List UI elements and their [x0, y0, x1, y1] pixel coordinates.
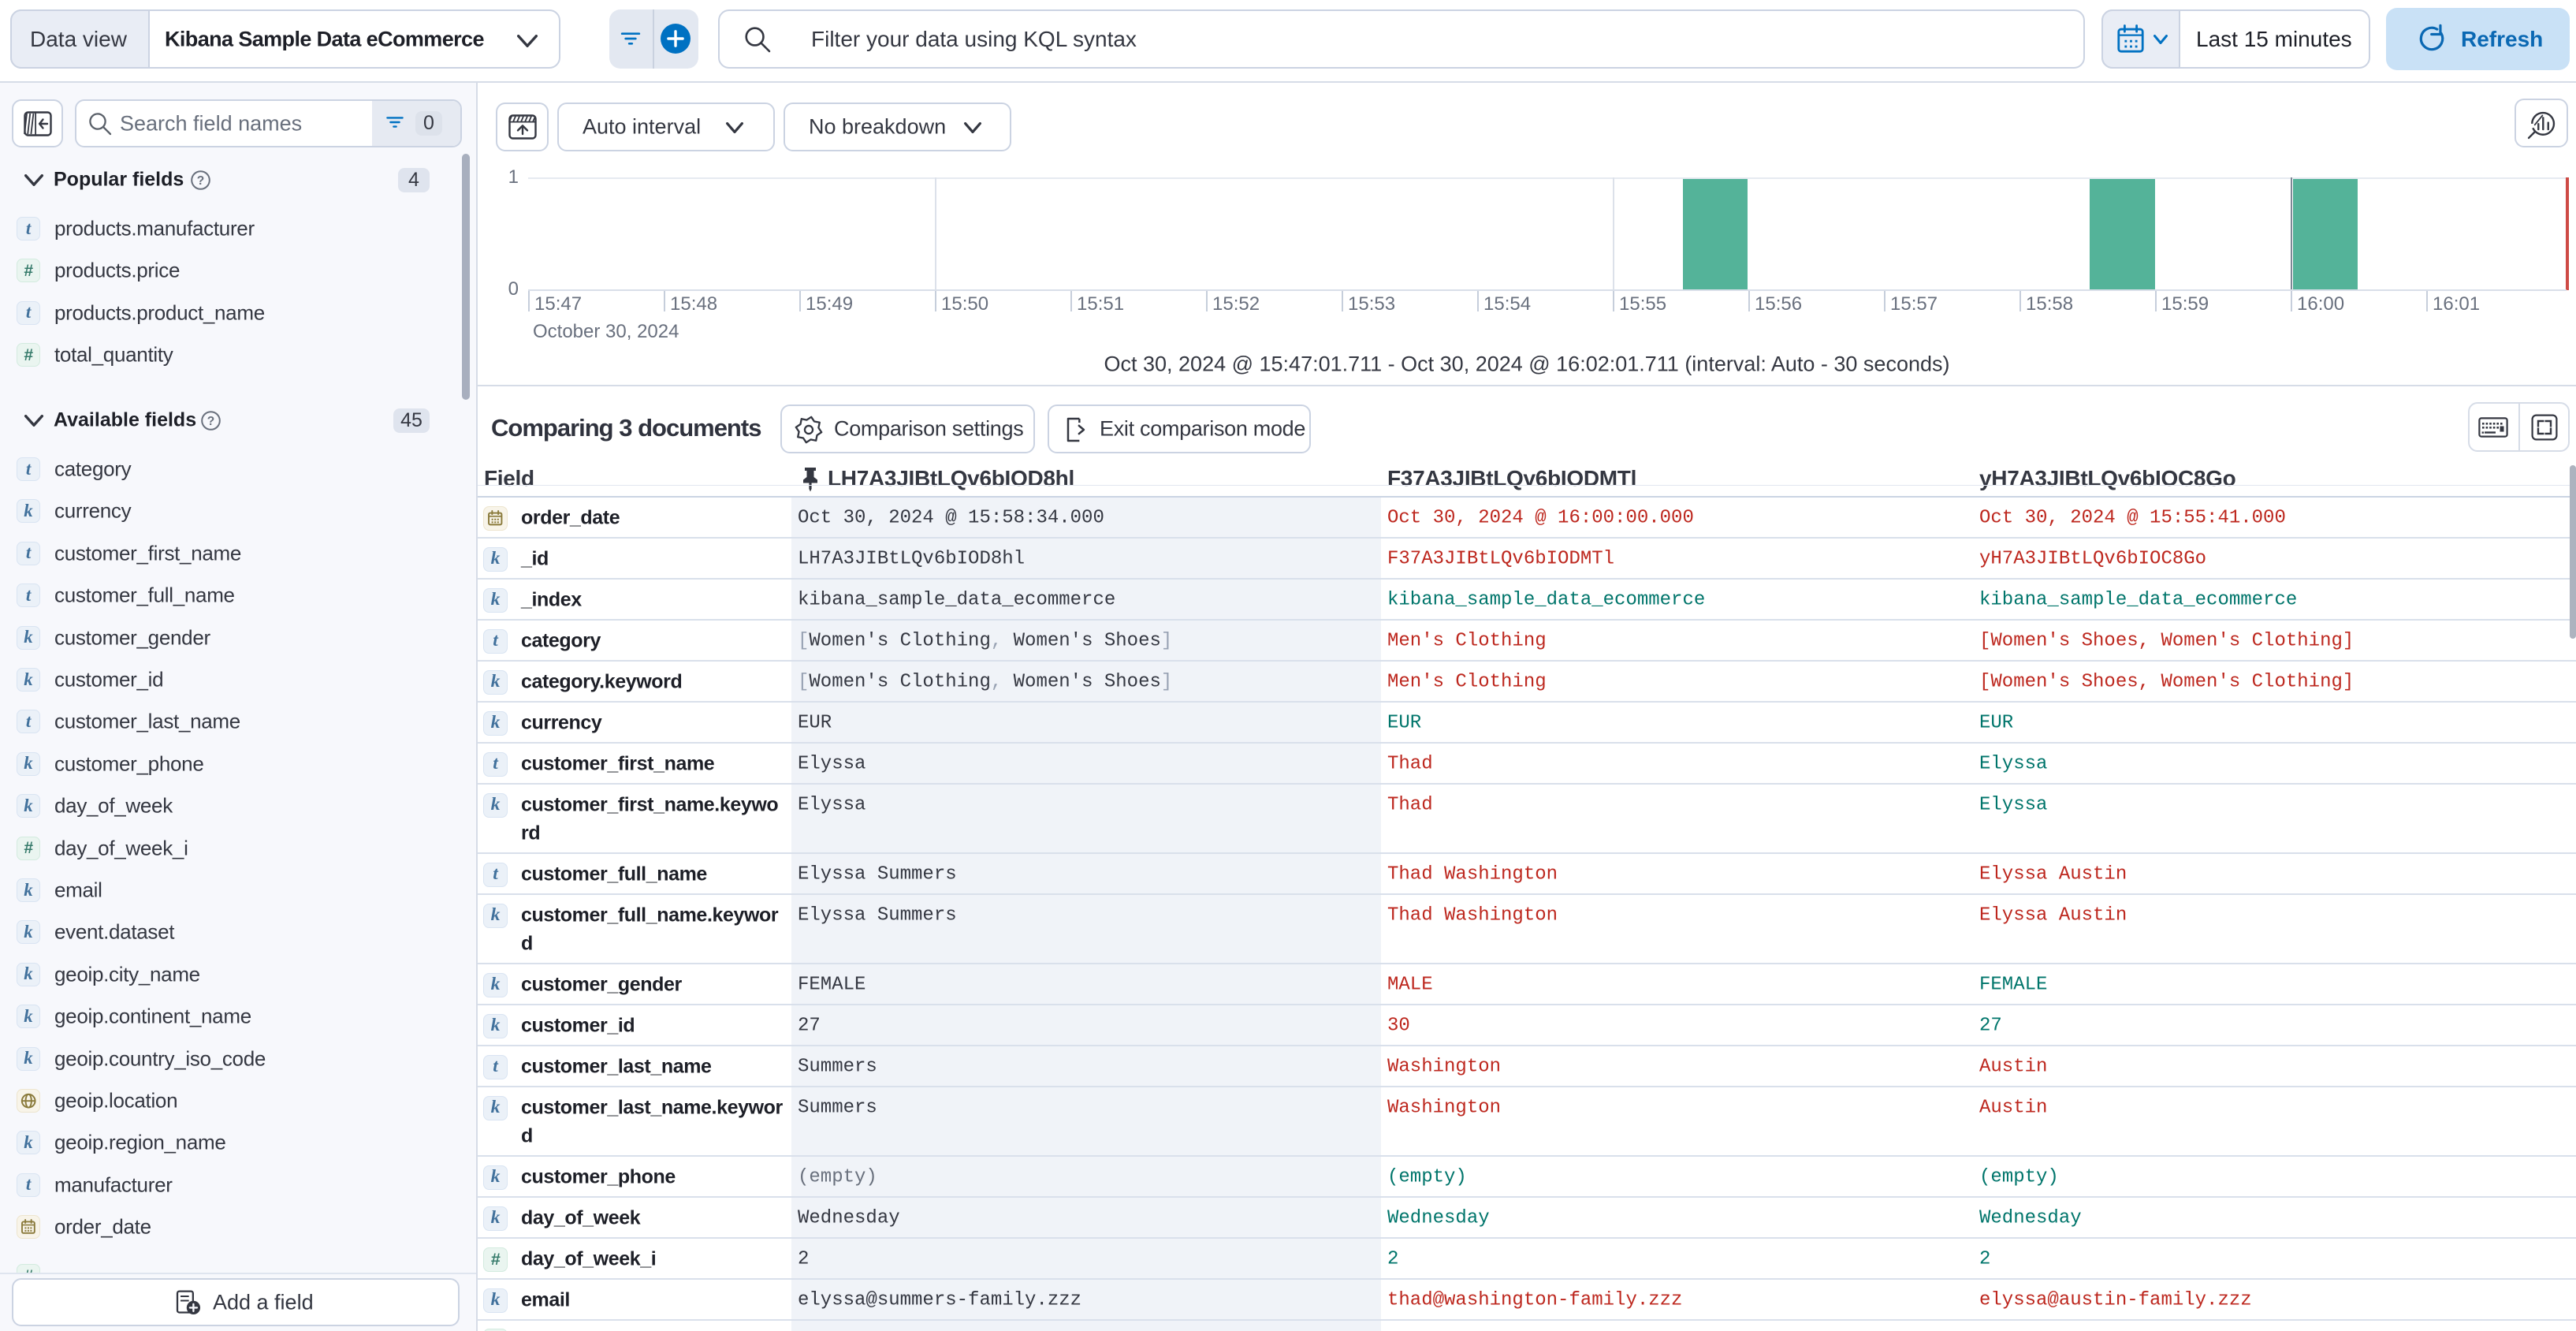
- svg-text:?: ?: [197, 174, 204, 188]
- svg-text:?: ?: [207, 415, 214, 428]
